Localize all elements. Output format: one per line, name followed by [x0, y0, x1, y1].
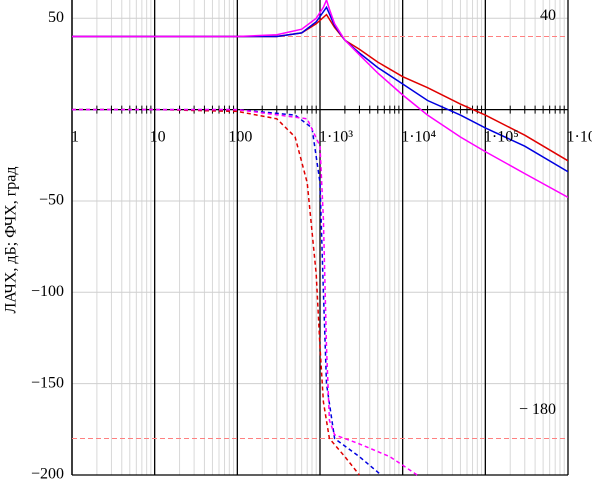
x-tick-label: 10: [150, 128, 166, 145]
y-tick-label: −50: [39, 192, 64, 209]
x-tick-label: 100: [228, 128, 252, 145]
reference-label: 40: [540, 7, 556, 24]
x-tick-label: 1·10⁶: [567, 128, 592, 145]
plot-area: [72, 0, 568, 476]
labels: −200 −150 −100 −50 50 1 10 100 1·10³ 1·10⁴ 1·10⁵ 1·…: [31, 7, 592, 482]
phase-line: [72, 108, 360, 476]
x-tick-label: 1·10⁴: [401, 128, 436, 145]
y-tick-label: −200: [31, 466, 64, 483]
y-tick-label: −100: [31, 283, 64, 300]
x-tick-label: 1·10³: [319, 128, 353, 145]
y-tick-label: −150: [31, 374, 64, 391]
reference-label: − 180: [519, 401, 556, 418]
x-tick-label: 1: [71, 128, 79, 145]
y-axis-title: ЛАЧХ, дБ; ФЧХ, град: [3, 166, 20, 313]
y-tick-label: 50: [48, 9, 64, 26]
grid: [71, 0, 569, 476]
x-tick-label: 1·10⁵: [484, 128, 519, 145]
magnitude-line: [72, 0, 568, 198]
